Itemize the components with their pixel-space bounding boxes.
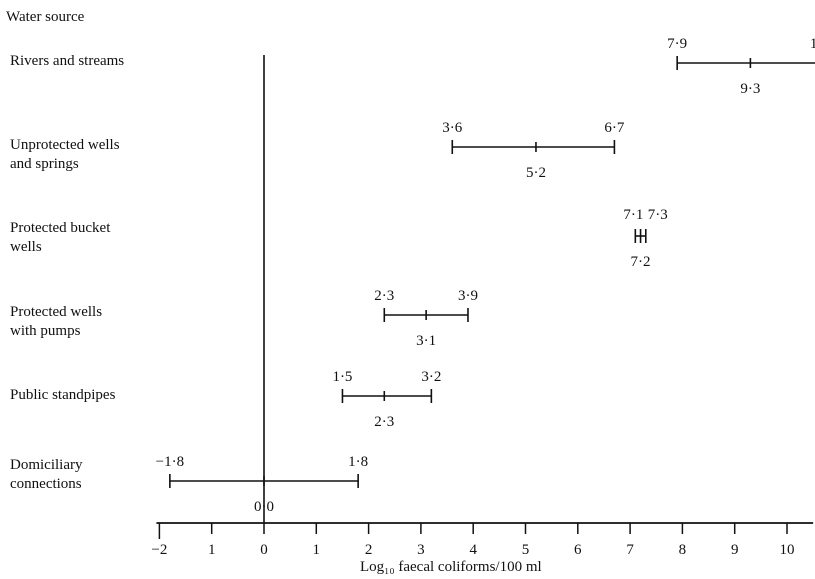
range-mid-label: 3·1: [416, 333, 436, 349]
x-tick-label: 7: [626, 542, 634, 558]
row-label: Public standpipes: [10, 387, 116, 403]
x-tick-label: −2: [151, 542, 167, 558]
row-label: Protected wells with pumps: [10, 304, 103, 339]
range-low-label: 3·6: [442, 120, 462, 136]
row-label: Unprotected wells and springs: [10, 137, 120, 172]
x-tick-label: 3: [417, 542, 425, 558]
x-tick-label: 9: [731, 542, 739, 558]
x-tick-label: 2: [365, 542, 373, 558]
range-low-label: 7·9: [667, 36, 687, 52]
x-tick-label: 1: [313, 542, 321, 558]
range-high-label: 3·9: [458, 288, 478, 304]
range-high-label: 3·2: [421, 369, 441, 385]
range-high-label: 1·8: [348, 454, 368, 470]
range-mid-label: 2·3: [374, 414, 394, 430]
x-tick-label: 1: [208, 542, 216, 558]
x-tick-label: 4: [469, 542, 477, 558]
row-label: Protected bucket wells: [10, 220, 111, 255]
range-low-label: 1·5: [332, 369, 352, 385]
row-label: Domiciliary connections: [10, 457, 83, 492]
range-high-label: 6·7: [604, 120, 624, 136]
x-tick-label: 0: [260, 542, 268, 558]
x-tick-label: 5: [522, 542, 530, 558]
x-tick-label: 8: [679, 542, 687, 558]
x-axis-label: Log₁₀ faecal coliforms/100 ml: [360, 559, 542, 575]
range-mid-label: 5·2: [526, 165, 546, 181]
column-header: Water source: [6, 9, 85, 25]
range-mid-label: 7·2: [631, 254, 651, 270]
x-tick-label: 6: [574, 542, 582, 558]
x-tick-label: 10: [780, 542, 795, 558]
range-mid-label: 9·3: [740, 81, 760, 97]
range-high-label: 10·7: [810, 36, 815, 52]
row-label: Rivers and streams: [10, 53, 125, 69]
range-high-label: 7·3: [648, 207, 668, 223]
range-low-label: −1·8: [156, 454, 184, 470]
range-low-label: 7·1: [623, 207, 643, 223]
range-low-label: 2·3: [374, 288, 394, 304]
range-mid-label: 0·0: [254, 499, 274, 515]
